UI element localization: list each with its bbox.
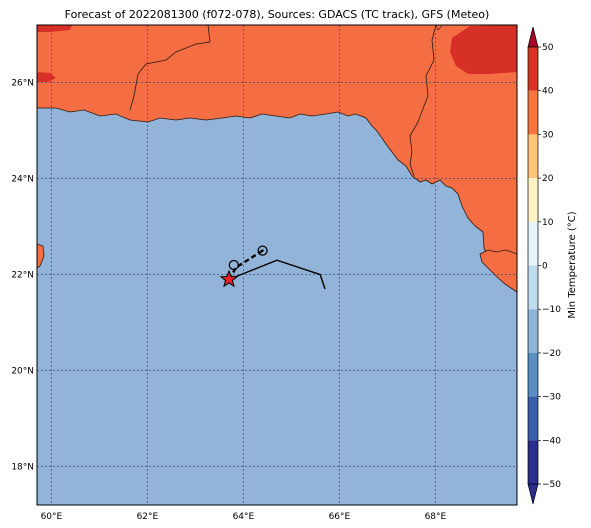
hot-region-northeast	[450, 25, 517, 74]
forecast-position-marker	[257, 245, 268, 256]
colorbar-band	[528, 396, 538, 441]
colorbar-tick-label: −50	[542, 480, 561, 490]
colorbar-tick-label: −10	[542, 305, 561, 315]
colorbar-tick-label: 20	[542, 174, 554, 184]
colorbar-band	[528, 309, 538, 353]
past-track-line	[228, 259, 326, 290]
colorbar-label: Min Temperature (°C)	[567, 211, 578, 318]
current-position-star-icon	[219, 269, 239, 288]
y-tick-label: 20°N	[11, 367, 34, 377]
x-tick-label: 64°E	[233, 512, 255, 522]
y-tick-label: 24°N	[11, 175, 34, 185]
forecast-track-line	[227, 249, 264, 281]
hot-region-northwest	[37, 25, 72, 32]
colorbar-band	[528, 90, 538, 135]
colorbar-band	[528, 265, 538, 310]
colorbar-tick-label: 10	[542, 218, 554, 228]
forecast-position-dot	[261, 249, 264, 252]
storm-track	[219, 245, 326, 290]
colorbar-tick-label: −40	[542, 436, 561, 446]
x-tick-label: 66°E	[329, 512, 351, 522]
x-tick-label: 62°E	[137, 512, 159, 522]
border-iran-pakistan	[129, 25, 211, 111]
y-tick-label: 26°N	[11, 79, 34, 89]
colorbar-tick-label: −20	[542, 349, 561, 359]
colorbar-band	[528, 440, 538, 484]
colorbar-tick-label: 30	[542, 130, 554, 140]
map-frame	[36, 24, 518, 506]
x-tick-label: 60°E	[41, 512, 63, 522]
colorbar-extend-max	[527, 26, 539, 48]
graticule	[37, 25, 517, 505]
colorbar-band	[528, 221, 538, 266]
colorbar-band	[528, 47, 538, 91]
colorbar-extend-min	[527, 483, 539, 505]
y-tick-label: 22°N	[11, 271, 34, 281]
land-india-gujarat	[479, 249, 517, 293]
colorbar-tick-label: 50	[542, 43, 554, 53]
land-iran-pakistan	[37, 25, 517, 291]
forecast-position-marker	[228, 259, 239, 271]
map-area[interactable]	[37, 25, 517, 505]
river-indus	[435, 25, 443, 31]
land-oman-tip	[37, 243, 45, 269]
colorbar-tick-label: 0	[542, 262, 548, 272]
colorbar-tick-label: 40	[542, 87, 554, 97]
colorbar-tick-label: −30	[542, 393, 561, 403]
colorbar-band	[528, 134, 538, 179]
x-tick-label: 68°E	[425, 512, 447, 522]
y-axis-ticks: 26°N 24°N 22°N 20°N 18°N	[11, 79, 34, 473]
border-pakistan-india	[409, 25, 437, 177]
figure-title: Forecast of 2022081300 (f072-078), Sourc…	[65, 8, 490, 21]
colorbar: 50 40 30 20 10 0 −10 −20 −30 −40 −50	[527, 26, 561, 505]
colorbar-band	[528, 178, 538, 222]
colorbar-band	[528, 352, 538, 397]
x-axis-ticks: 60°E 62°E 64°E 66°E 68°E	[41, 512, 447, 522]
y-tick-label: 18°N	[11, 463, 34, 473]
